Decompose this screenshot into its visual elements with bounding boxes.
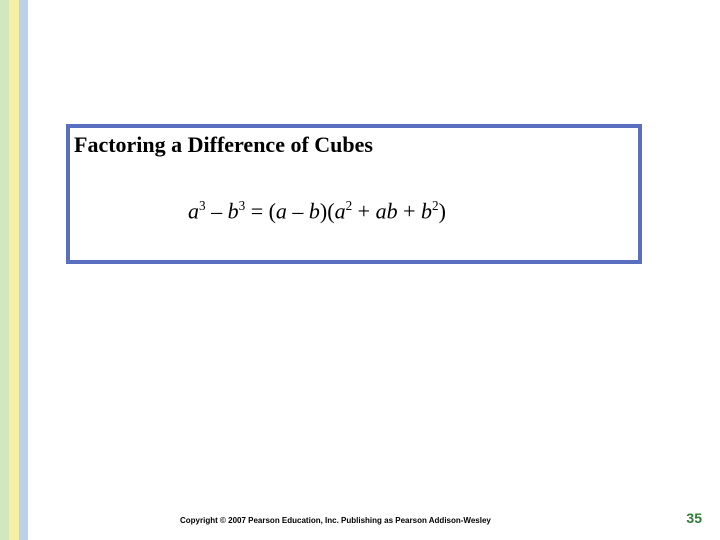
- left-stripe-sidebar: [0, 0, 28, 540]
- stripe-2: [9, 0, 18, 540]
- box-title: Factoring a Difference of Cubes: [74, 132, 373, 158]
- page-number: 35: [686, 510, 702, 526]
- formula-box: Factoring a Difference of Cubes a3 – b3 …: [66, 124, 642, 264]
- copyright-text: Copyright © 2007 Pearson Education, Inc.…: [180, 516, 491, 525]
- formula: a3 – b3 = (a – b)(a2 + ab + b2): [188, 198, 446, 224]
- stripe-3: [19, 0, 28, 540]
- stripe-1: [0, 0, 9, 540]
